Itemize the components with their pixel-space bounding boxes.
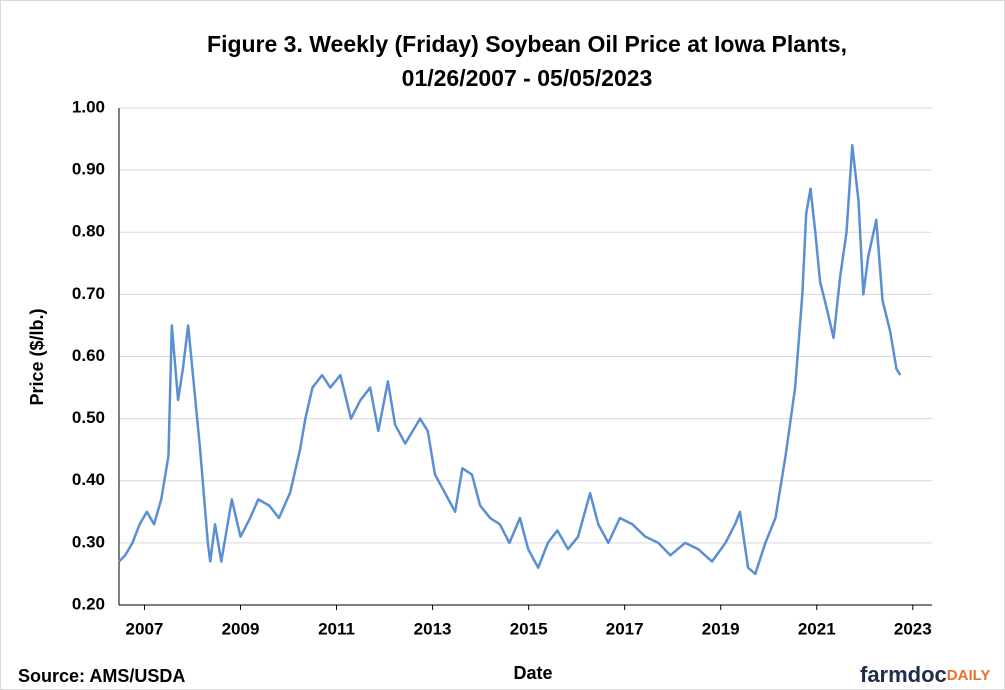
y-tick-label: 0.70: [72, 284, 105, 303]
logo-accent: DAILY: [947, 667, 991, 684]
y-tick-label: 1.00: [72, 97, 105, 116]
x-tick-label: 2013: [414, 619, 452, 638]
x-tick-label: 2009: [222, 619, 260, 638]
source-note: Source: AMS/USDA: [18, 666, 185, 686]
x-tick-label: 2015: [510, 619, 548, 638]
x-tick-label: 2007: [126, 619, 164, 638]
x-tick-label: 2021: [798, 619, 836, 638]
x-tick-label: 2011: [318, 619, 355, 638]
y-axis-label: Price ($/lb.): [27, 308, 47, 405]
chart-title: Figure 3. Weekly (Friday) Soybean Oil Pr…: [207, 31, 847, 57]
x-tick-label: 2023: [894, 619, 932, 638]
y-tick-label: 0.20: [72, 594, 105, 613]
x-axis-label: Date: [513, 663, 552, 683]
y-tick-label: 0.80: [72, 222, 105, 241]
y-tick-label: 0.60: [72, 346, 105, 365]
y-tick-label: 0.90: [72, 160, 105, 179]
logo-main: farmdoc: [860, 662, 947, 687]
chart-subtitle: 01/26/2007 - 05/05/2023: [402, 65, 653, 91]
x-tick-label: 2017: [606, 619, 644, 638]
logo: farmdocDAILY: [860, 662, 990, 687]
price-line: [118, 144, 902, 576]
y-tick-label: 0.50: [72, 408, 105, 427]
x-tick-label: 2019: [702, 619, 740, 638]
y-tick-label: 0.30: [72, 532, 105, 551]
y-tick-label: 0.40: [72, 470, 105, 489]
